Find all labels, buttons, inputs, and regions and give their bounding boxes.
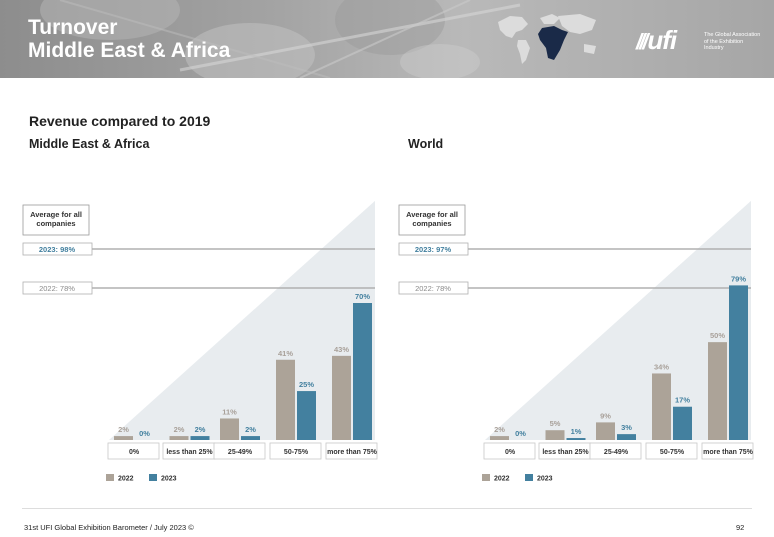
data-label-2023: 0% <box>515 429 526 438</box>
data-label-2023: 0% <box>139 429 150 438</box>
logo-text: ufi <box>647 25 677 55</box>
data-label-2023: 2% <box>245 425 256 434</box>
data-label-2023: 70% <box>355 292 370 301</box>
category-label: 50-75% <box>660 449 685 456</box>
bar-2022 <box>276 359 295 440</box>
category-label: 25-49% <box>604 449 629 456</box>
bar-2023 <box>617 434 636 440</box>
page-title: Turnover Middle East & Africa <box>28 16 230 62</box>
data-label-2023: 3% <box>621 423 632 432</box>
chart-panel-mea: Average for all companies 2023: 98% 2022: 7… <box>20 195 380 490</box>
reference-box <box>22 204 90 236</box>
chart-panel-world: Average for all companies 2023: 97% 2022: 7… <box>396 195 756 490</box>
bar-2023 <box>566 438 586 440</box>
data-label-2022: 34% <box>654 362 669 371</box>
bar-2023 <box>190 436 210 440</box>
category-box <box>589 442 642 460</box>
section-subtitle: Revenue compared to 2019 <box>29 113 211 129</box>
data-label-2022: 9% <box>600 411 611 420</box>
data-label-2022: 2% <box>174 425 185 434</box>
reference-label-box <box>398 281 469 295</box>
reference-box-label: Average for all <box>406 210 458 219</box>
category-label: more than 75% <box>703 449 754 456</box>
data-label-2023: 1% <box>571 427 582 436</box>
bar-2022 <box>169 436 189 440</box>
reference-label-box <box>22 281 93 295</box>
category-label: 25-49% <box>228 449 253 456</box>
region-title-mea: Middle East & Africa <box>29 137 150 151</box>
data-label-2022: 2% <box>118 425 129 434</box>
data-label-2022: 5% <box>550 419 561 428</box>
bar-2023 <box>673 406 692 440</box>
data-label-2023: 79% <box>731 274 746 283</box>
data-label-2023: 17% <box>675 396 690 405</box>
footer-source: 31st UFI Global Exhibition Barometer / J… <box>24 523 194 532</box>
reference-line-label: 2022: 78% <box>39 284 75 293</box>
bar-2022 <box>652 373 671 440</box>
category-box <box>645 442 698 460</box>
legend-swatch-2022 <box>482 474 490 481</box>
legend-label-2023: 2023 <box>537 476 553 483</box>
ufi-logo: ///ufi The Global Association of the Exh… <box>636 24 760 58</box>
category-label: 50-75% <box>284 449 309 456</box>
category-label: less than 25% <box>542 449 589 456</box>
triangle-edge <box>107 199 376 441</box>
legend-label-2022: 2022 <box>494 476 510 483</box>
bar-2022 <box>545 430 565 440</box>
data-label-2022: 50% <box>710 331 725 340</box>
category-box <box>213 442 266 460</box>
bar-2022 <box>708 342 727 440</box>
footer-divider <box>22 508 752 509</box>
reference-box-label: Average for all <box>30 210 82 219</box>
data-label-2023: 2% <box>195 425 206 434</box>
reference-label-box <box>398 242 469 256</box>
category-box <box>701 442 754 460</box>
reference-line-label: 2022: 78% <box>415 284 451 293</box>
bar-2023 <box>729 285 748 440</box>
data-label-2022: 41% <box>278 349 293 358</box>
data-label-2022: 43% <box>334 345 349 354</box>
category-label: less than 25% <box>166 449 213 456</box>
legend-label-2022: 2022 <box>118 476 134 483</box>
bar-2023 <box>297 391 316 440</box>
category-label: more than 75% <box>327 449 378 456</box>
page-title-line2: Middle East & Africa <box>28 39 231 62</box>
reference-label-box <box>22 242 93 256</box>
page-title-line1: Turnover <box>28 16 118 39</box>
world-map-icon <box>498 14 596 64</box>
bar-2023 <box>353 303 372 440</box>
category-label: 0% <box>505 449 516 456</box>
data-label-2022: 11% <box>222 407 237 416</box>
legend-swatch-2022 <box>106 474 114 481</box>
bar-2022 <box>490 436 509 440</box>
bar-2022 <box>596 422 615 440</box>
bar-2022 <box>332 355 351 440</box>
reference-box-label: companies <box>412 219 451 228</box>
triangle-edge <box>483 199 752 441</box>
bar-2022 <box>220 418 239 440</box>
bar-2023 <box>241 436 260 440</box>
data-label-2023: 25% <box>299 380 314 389</box>
header-background-image <box>40 0 521 78</box>
data-label-2022: 2% <box>494 425 505 434</box>
header-banner: Turnover Middle East & Africa ///ufi The… <box>0 0 774 78</box>
logo-tagline: The Global Association of the Exhibition… <box>704 32 761 51</box>
reference-box-label: companies <box>36 219 75 228</box>
bar-2022 <box>114 436 133 440</box>
page-number: 92 <box>736 523 745 532</box>
legend-label-2023: 2023 <box>161 476 177 483</box>
legend-swatch-2023 <box>149 474 157 481</box>
category-box <box>107 442 160 460</box>
legend-swatch-2023 <box>525 474 533 481</box>
category-label: 0% <box>129 449 140 456</box>
region-title-world: World <box>408 137 444 151</box>
reference-line-label: 2023: 98% <box>39 245 76 254</box>
reference-box <box>398 204 466 236</box>
reference-line-label: 2023: 97% <box>415 245 452 254</box>
category-box <box>325 442 378 460</box>
category-box <box>483 442 536 460</box>
category-box <box>269 442 322 460</box>
